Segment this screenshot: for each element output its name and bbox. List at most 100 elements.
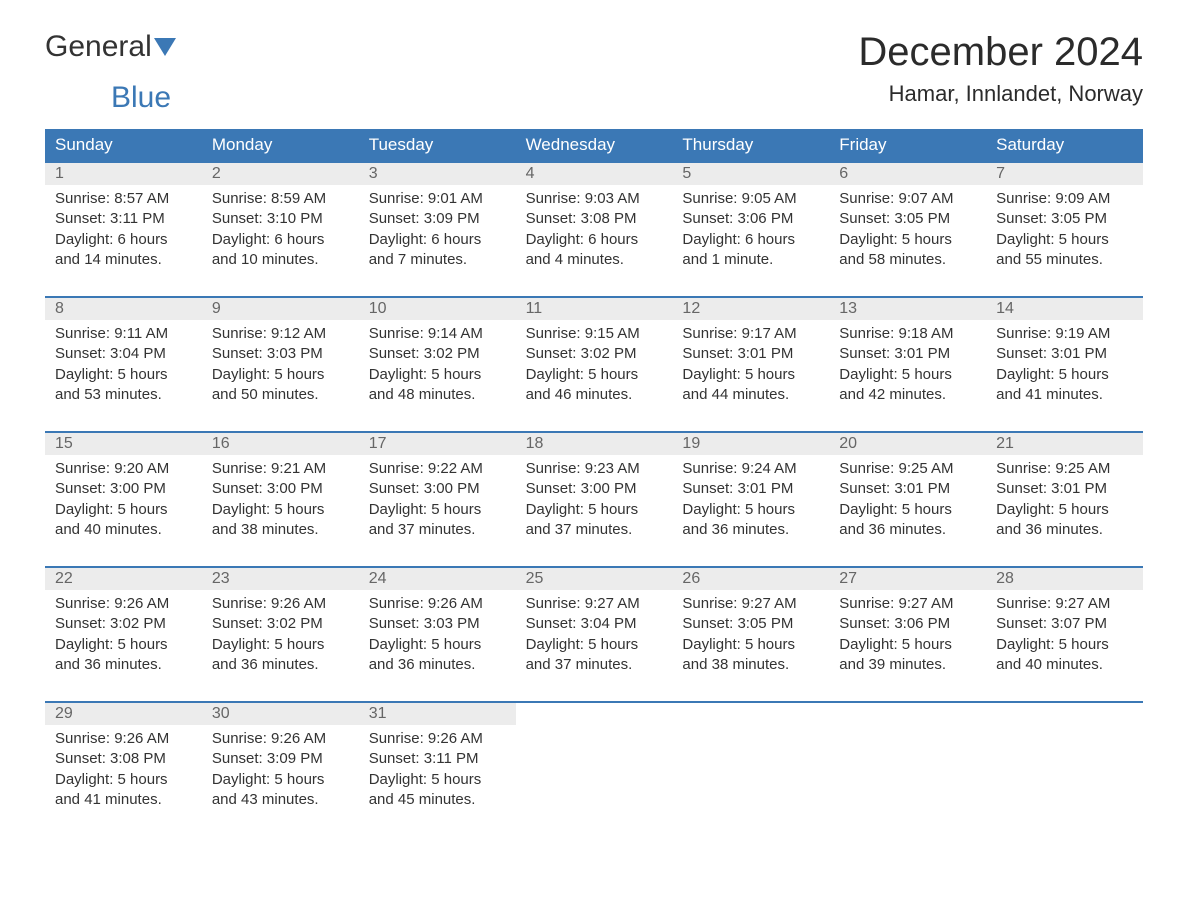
sunrise-text: Sunrise: 9:26 AM bbox=[369, 729, 506, 749]
sunset-text: Sunset: 3:02 PM bbox=[526, 344, 663, 364]
day-details: Sunrise: 9:14 AMSunset: 3:02 PMDaylight:… bbox=[359, 320, 516, 409]
day-details: Sunrise: 9:05 AMSunset: 3:06 PMDaylight:… bbox=[672, 185, 829, 274]
day-details-row: Sunrise: 9:20 AMSunset: 3:00 PMDaylight:… bbox=[45, 455, 1143, 544]
sunrise-text: Sunrise: 9:26 AM bbox=[212, 594, 349, 614]
week-block: 1234567Sunrise: 8:57 AMSunset: 3:11 PMDa… bbox=[45, 161, 1143, 274]
daylight-line1: Daylight: 5 hours bbox=[369, 365, 506, 385]
day-details: Sunrise: 9:26 AMSunset: 3:02 PMDaylight:… bbox=[202, 590, 359, 679]
day-details: Sunrise: 9:27 AMSunset: 3:07 PMDaylight:… bbox=[986, 590, 1143, 679]
daylight-line2: and 40 minutes. bbox=[996, 655, 1133, 675]
sunset-text: Sunset: 3:01 PM bbox=[682, 479, 819, 499]
brand-text-1: General bbox=[45, 30, 152, 64]
sunset-text: Sunset: 3:05 PM bbox=[839, 209, 976, 229]
weekday-header: Wednesday bbox=[516, 129, 673, 161]
sunrise-text: Sunrise: 9:24 AM bbox=[682, 459, 819, 479]
week-block: 22232425262728Sunrise: 9:26 AMSunset: 3:… bbox=[45, 566, 1143, 679]
day-number: 15 bbox=[45, 433, 202, 455]
daylight-line2: and 37 minutes. bbox=[526, 520, 663, 540]
sunrise-text: Sunrise: 9:19 AM bbox=[996, 324, 1133, 344]
day-number bbox=[516, 703, 673, 725]
sunrise-text: Sunrise: 9:26 AM bbox=[55, 729, 192, 749]
week-block: 293031 Sunrise: 9:26 AMSunset: 3:08 PMDa… bbox=[45, 701, 1143, 814]
sunset-text: Sunset: 3:03 PM bbox=[369, 614, 506, 634]
daylight-line1: Daylight: 5 hours bbox=[369, 635, 506, 655]
day-details: Sunrise: 9:21 AMSunset: 3:00 PMDaylight:… bbox=[202, 455, 359, 544]
weekday-header: Thursday bbox=[672, 129, 829, 161]
sunrise-text: Sunrise: 9:17 AM bbox=[682, 324, 819, 344]
sunrise-text: Sunrise: 9:18 AM bbox=[839, 324, 976, 344]
sunset-text: Sunset: 3:09 PM bbox=[212, 749, 349, 769]
day-details: Sunrise: 9:22 AMSunset: 3:00 PMDaylight:… bbox=[359, 455, 516, 544]
daylight-line1: Daylight: 5 hours bbox=[212, 500, 349, 520]
day-details: Sunrise: 9:27 AMSunset: 3:05 PMDaylight:… bbox=[672, 590, 829, 679]
day-details-row: Sunrise: 8:57 AMSunset: 3:11 PMDaylight:… bbox=[45, 185, 1143, 274]
daylight-line2: and 36 minutes. bbox=[369, 655, 506, 675]
day-number: 28 bbox=[986, 568, 1143, 590]
sunrise-text: Sunrise: 9:23 AM bbox=[526, 459, 663, 479]
day-number: 12 bbox=[672, 298, 829, 320]
sunset-text: Sunset: 3:02 PM bbox=[55, 614, 192, 634]
day-details: Sunrise: 9:19 AMSunset: 3:01 PMDaylight:… bbox=[986, 320, 1143, 409]
daylight-line2: and 7 minutes. bbox=[369, 250, 506, 270]
daylight-line2: and 39 minutes. bbox=[839, 655, 976, 675]
sunrise-text: Sunrise: 8:59 AM bbox=[212, 189, 349, 209]
day-number: 9 bbox=[202, 298, 359, 320]
day-number bbox=[829, 703, 986, 725]
daylight-line2: and 45 minutes. bbox=[369, 790, 506, 810]
daylight-line1: Daylight: 5 hours bbox=[369, 770, 506, 790]
sunset-text: Sunset: 3:01 PM bbox=[839, 344, 976, 364]
daylight-line2: and 40 minutes. bbox=[55, 520, 192, 540]
daylight-line1: Daylight: 5 hours bbox=[839, 500, 976, 520]
sunrise-text: Sunrise: 9:25 AM bbox=[839, 459, 976, 479]
day-number: 26 bbox=[672, 568, 829, 590]
day-details: Sunrise: 9:03 AMSunset: 3:08 PMDaylight:… bbox=[516, 185, 673, 274]
sunrise-text: Sunrise: 9:27 AM bbox=[996, 594, 1133, 614]
daylight-line2: and 55 minutes. bbox=[996, 250, 1133, 270]
page-heading: December 2024 Hamar, Innlandet, Norway bbox=[858, 30, 1143, 107]
sunset-text: Sunset: 3:11 PM bbox=[369, 749, 506, 769]
day-details: Sunrise: 9:18 AMSunset: 3:01 PMDaylight:… bbox=[829, 320, 986, 409]
weekday-header: Saturday bbox=[986, 129, 1143, 161]
sunset-text: Sunset: 3:01 PM bbox=[996, 479, 1133, 499]
daylight-line1: Daylight: 5 hours bbox=[839, 635, 976, 655]
sunset-text: Sunset: 3:07 PM bbox=[996, 614, 1133, 634]
day-details: Sunrise: 9:25 AMSunset: 3:01 PMDaylight:… bbox=[829, 455, 986, 544]
sunrise-text: Sunrise: 9:05 AM bbox=[682, 189, 819, 209]
day-details: Sunrise: 9:20 AMSunset: 3:00 PMDaylight:… bbox=[45, 455, 202, 544]
weeks-container: 1234567Sunrise: 8:57 AMSunset: 3:11 PMDa… bbox=[45, 161, 1143, 814]
day-number: 31 bbox=[359, 703, 516, 725]
day-details: Sunrise: 9:27 AMSunset: 3:04 PMDaylight:… bbox=[516, 590, 673, 679]
daylight-line2: and 44 minutes. bbox=[682, 385, 819, 405]
sunset-text: Sunset: 3:00 PM bbox=[369, 479, 506, 499]
daylight-line1: Daylight: 5 hours bbox=[839, 230, 976, 250]
week-block: 891011121314Sunrise: 9:11 AMSunset: 3:04… bbox=[45, 296, 1143, 409]
day-details bbox=[672, 725, 829, 814]
weekday-header: Tuesday bbox=[359, 129, 516, 161]
daylight-line2: and 37 minutes. bbox=[526, 655, 663, 675]
day-details-row: Sunrise: 9:11 AMSunset: 3:04 PMDaylight:… bbox=[45, 320, 1143, 409]
daylight-line1: Daylight: 5 hours bbox=[839, 365, 976, 385]
daylight-line2: and 36 minutes. bbox=[212, 655, 349, 675]
day-number bbox=[672, 703, 829, 725]
daylight-line2: and 37 minutes. bbox=[369, 520, 506, 540]
daylight-line1: Daylight: 6 hours bbox=[212, 230, 349, 250]
sunset-text: Sunset: 3:11 PM bbox=[55, 209, 192, 229]
sunrise-text: Sunrise: 9:15 AM bbox=[526, 324, 663, 344]
daylight-line2: and 41 minutes. bbox=[996, 385, 1133, 405]
sunrise-text: Sunrise: 9:26 AM bbox=[369, 594, 506, 614]
day-details: Sunrise: 9:11 AMSunset: 3:04 PMDaylight:… bbox=[45, 320, 202, 409]
sunset-text: Sunset: 3:09 PM bbox=[369, 209, 506, 229]
sunrise-text: Sunrise: 9:27 AM bbox=[526, 594, 663, 614]
daylight-line1: Daylight: 5 hours bbox=[55, 365, 192, 385]
daylight-line1: Daylight: 5 hours bbox=[212, 635, 349, 655]
daylight-line2: and 10 minutes. bbox=[212, 250, 349, 270]
day-details: Sunrise: 9:01 AMSunset: 3:09 PMDaylight:… bbox=[359, 185, 516, 274]
daylight-line1: Daylight: 5 hours bbox=[55, 500, 192, 520]
sunrise-text: Sunrise: 9:27 AM bbox=[839, 594, 976, 614]
daylight-line2: and 36 minutes. bbox=[55, 655, 192, 675]
sunset-text: Sunset: 3:08 PM bbox=[526, 209, 663, 229]
day-number: 21 bbox=[986, 433, 1143, 455]
day-number: 22 bbox=[45, 568, 202, 590]
daylight-line1: Daylight: 5 hours bbox=[682, 500, 819, 520]
day-number: 2 bbox=[202, 163, 359, 185]
